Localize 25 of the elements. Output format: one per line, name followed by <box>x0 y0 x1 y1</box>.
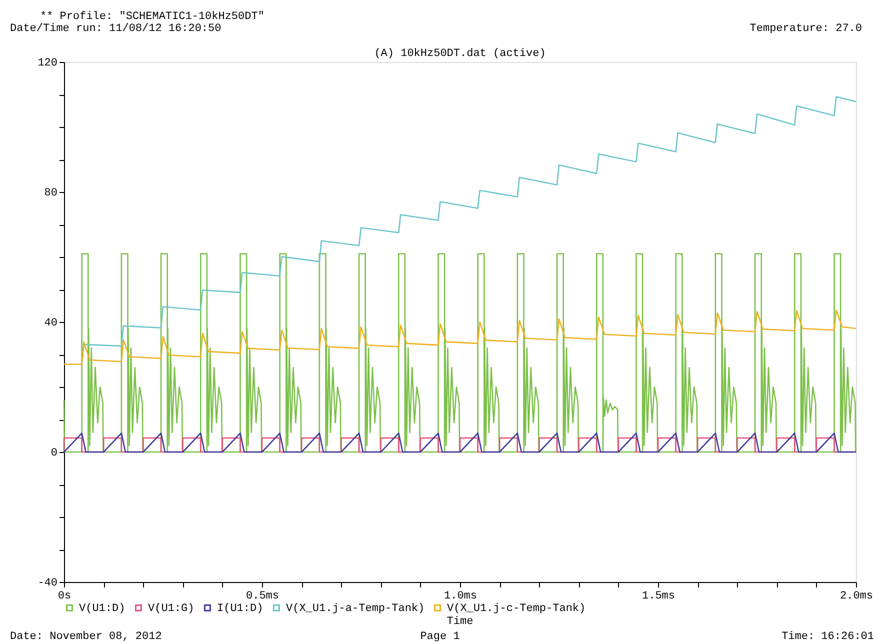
text: Temperature: 27.0 <box>750 23 862 35</box>
text: Date/Time run: 11/08/12 16:20:50 <box>10 23 222 35</box>
chart-title: (A) 10kHz50DT.dat (active) <box>374 48 546 60</box>
line-series <box>63 253 857 453</box>
y-tick-label: 0 <box>50 448 58 460</box>
text: Date: November 08, 2012 <box>10 631 162 643</box>
x-tick-label: 1.0ms <box>444 590 478 602</box>
legend-label: V(U1:G) <box>148 602 194 615</box>
legend-label: V(U1:D) <box>79 602 126 615</box>
legend-label: V(X_U1.j-c-Temp-Tank) <box>447 602 586 615</box>
y-tick-label: 120 <box>38 58 58 70</box>
line-series <box>63 309 857 365</box>
x-tick-label: 2.0ms <box>840 590 874 602</box>
text: Page 1 <box>420 631 460 643</box>
text: Time: 16:26:01 <box>782 631 874 643</box>
x-tick-label: 1.5ms <box>642 590 676 602</box>
y-tick-label: 80 <box>44 188 58 200</box>
text: ** Profile: "SCHEMATIC1-10kHz50DT" <box>40 11 264 23</box>
y-tick-label: -40 <box>38 578 58 590</box>
x-axis-title: Time <box>446 616 474 628</box>
y-tick-label: 40 <box>44 318 58 330</box>
x-tick-label: 0.5ms <box>246 590 280 602</box>
legend-label: V(X_U1.j-a-Temp-Tank) <box>286 602 425 615</box>
x-tick-label: 0s <box>58 590 72 602</box>
legend-label: I(U1:D) <box>217 602 264 615</box>
